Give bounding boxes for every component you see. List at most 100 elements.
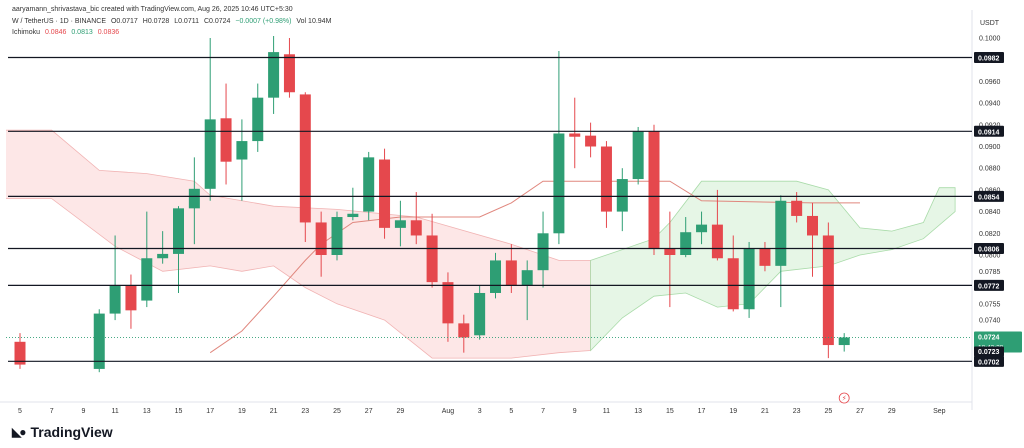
candle-body (711, 224, 723, 259)
candle-35[interactable] (490, 252, 501, 299)
candle-21[interactable] (268, 27, 280, 114)
candle-29[interactable] (394, 200, 406, 247)
x-tick-label: 9 (573, 408, 577, 415)
candle-5[interactable] (14, 333, 26, 369)
candle-body (125, 285, 137, 311)
candle-46[interactable] (664, 211, 676, 308)
candle-28[interactable] (379, 148, 391, 239)
y-tick-label: 0.0740 (979, 318, 1001, 325)
candle-body (490, 260, 501, 293)
candle-14[interactable] (157, 231, 169, 264)
candle-34[interactable] (474, 285, 486, 340)
candle-body (410, 220, 422, 236)
tradingview-logo-icon: ◣● (12, 425, 27, 439)
candle-56[interactable] (822, 222, 834, 359)
candle-39[interactable] (553, 51, 565, 245)
candle-body (648, 131, 660, 249)
level-label: 0.0854 (978, 194, 1000, 201)
candle-body (822, 235, 834, 346)
candle-body (727, 258, 739, 310)
candle-16[interactable] (188, 157, 200, 245)
candle-body (93, 313, 105, 369)
x-tick-label: 3 (478, 408, 482, 415)
level-label-box (974, 242, 1004, 254)
level-label-box (974, 190, 1004, 202)
candle-38[interactable] (537, 211, 549, 288)
candle-22[interactable] (283, 38, 295, 98)
candle-body (331, 217, 343, 255)
candle-53[interactable] (775, 195, 787, 308)
candle-54[interactable] (791, 192, 803, 223)
tradingview-logo: ◣● TradingView (12, 424, 113, 440)
x-tick-label: 13 (634, 408, 642, 415)
level-label: 0.0982 (978, 56, 1000, 63)
candle-12[interactable] (125, 274, 137, 329)
candle-25[interactable] (331, 211, 343, 261)
candle-40[interactable] (569, 97, 581, 169)
candle-body (521, 270, 533, 286)
candle-31[interactable] (426, 213, 438, 288)
x-tick-label: 17 (698, 408, 706, 415)
candle-23[interactable] (299, 92, 311, 242)
candle-19[interactable] (236, 119, 248, 201)
candle-37[interactable] (521, 260, 533, 321)
candle-body (379, 159, 391, 228)
candle-57[interactable] (838, 333, 850, 352)
candle-47[interactable] (680, 217, 692, 258)
x-tick-label: Aug (442, 408, 455, 415)
candle-body (474, 292, 486, 336)
level-label-box (974, 279, 1004, 291)
x-tick-label: 25 (333, 408, 341, 415)
candle-26[interactable] (347, 187, 359, 221)
candle-body (188, 188, 200, 209)
price-unit: USDT (980, 20, 1000, 27)
candle-30[interactable] (410, 192, 422, 245)
candle-32[interactable] (442, 272, 454, 342)
candle-body (109, 285, 121, 314)
candle-body (838, 337, 850, 346)
candle-11[interactable] (109, 235, 121, 321)
candle-17[interactable] (204, 38, 216, 201)
low-price-label: 0.0723 (978, 349, 1000, 356)
candle-24[interactable] (315, 211, 327, 277)
candle-body (204, 119, 216, 189)
candle-45[interactable] (648, 124, 660, 255)
indicator-name[interactable]: Ichimoku (12, 29, 41, 36)
x-tick-label: 27 (856, 408, 864, 415)
candle-15[interactable] (173, 206, 184, 293)
candle-body (426, 235, 438, 283)
level-label-box (974, 125, 1004, 137)
candle-body (537, 233, 549, 271)
y-tick-label: 0.0785 (979, 269, 1001, 276)
ohlc-low: L0.0711 (174, 18, 199, 25)
candle-44[interactable] (632, 126, 644, 185)
x-tick-label: 13 (143, 408, 151, 415)
candle-52[interactable] (759, 241, 771, 272)
y-tick-label: 0.0960 (979, 79, 1001, 86)
candle-48[interactable] (696, 211, 708, 245)
candle-body (141, 258, 153, 301)
candle-body (173, 208, 184, 254)
candle-51[interactable] (743, 241, 755, 318)
candle-body (569, 133, 581, 137)
x-tick-label: 19 (729, 408, 737, 415)
y-tick-label: 0.0860 (979, 187, 1001, 194)
candle-10[interactable] (93, 309, 105, 373)
low-price-box (974, 346, 1004, 357)
symbol-name[interactable]: W / TetherUS · 1D · BINANCE (12, 18, 107, 25)
candle-55[interactable] (807, 202, 818, 277)
candle-body (616, 179, 628, 212)
candle-body (363, 157, 375, 212)
level-label: 0.0914 (978, 129, 1000, 136)
candle-13[interactable] (141, 211, 153, 308)
candle-41[interactable] (585, 122, 597, 158)
candle-20[interactable] (252, 83, 264, 152)
candle-27[interactable] (363, 151, 375, 221)
level-label: 0.0806 (978, 246, 1000, 253)
candle-body (664, 248, 676, 255)
candle-18[interactable] (220, 83, 232, 185)
candle-42[interactable] (600, 141, 612, 228)
candle-33[interactable] (458, 314, 470, 353)
candle-43[interactable] (616, 168, 628, 232)
